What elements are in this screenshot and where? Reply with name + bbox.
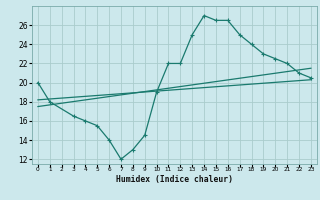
X-axis label: Humidex (Indice chaleur): Humidex (Indice chaleur) [116, 175, 233, 184]
